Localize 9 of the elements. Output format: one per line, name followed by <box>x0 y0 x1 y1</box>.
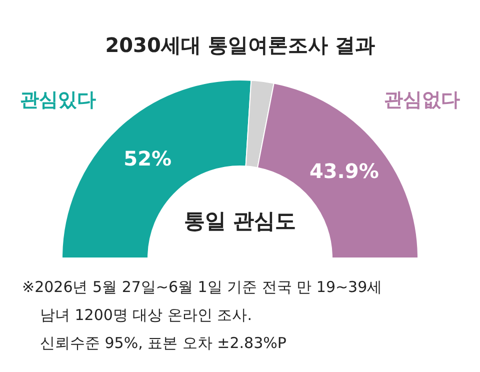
slice-label: 관심없다 <box>384 89 460 111</box>
text: 남녀 1200명 대상 온라인 조사. <box>40 306 252 324</box>
text: ※2026년 5월 27일~6월 1일 기준 전국 만 19~39세 <box>22 278 382 296</box>
text: 통일 관심도 <box>184 209 296 233</box>
chart-title: 2030세대 통일여론조사 결과 <box>105 33 375 57</box>
data-label: 43.9% <box>309 159 379 184</box>
data-label: 52% <box>124 146 172 171</box>
text: 신뢰수준 95%, 표본 오차 ±2.83%P <box>40 334 286 352</box>
slice-label: 관심있다 <box>20 89 96 111</box>
